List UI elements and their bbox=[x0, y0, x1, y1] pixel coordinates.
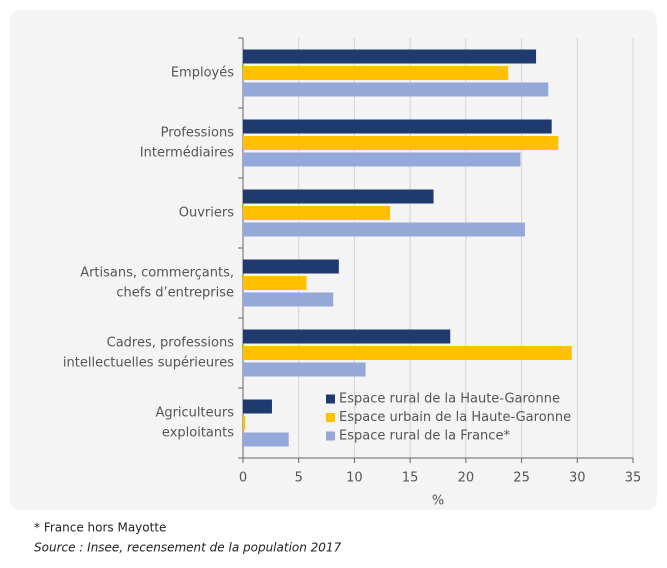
source: Source : Insee, recensement de la popula… bbox=[34, 541, 342, 555]
x-tick-label: 10 bbox=[346, 471, 363, 486]
bar bbox=[243, 152, 521, 167]
bar bbox=[243, 399, 272, 414]
bar bbox=[243, 82, 549, 97]
bar bbox=[243, 276, 307, 290]
y-tick-label: exploitants bbox=[162, 426, 234, 441]
x-tick-label: 25 bbox=[513, 471, 530, 486]
y-tick-label: Cadres, professions bbox=[107, 336, 235, 351]
x-tick-label: 35 bbox=[625, 471, 642, 486]
y-tick-label: Professions bbox=[161, 126, 235, 141]
y-tick-label: chefs d’entreprise bbox=[116, 286, 234, 301]
bar bbox=[243, 292, 334, 307]
y-tick-label: Agriculteurs bbox=[155, 406, 234, 421]
x-tick-label: 20 bbox=[458, 471, 475, 486]
x-tick-label: 5 bbox=[295, 471, 303, 486]
bar bbox=[243, 362, 366, 377]
bar bbox=[243, 259, 339, 274]
bar bbox=[243, 189, 434, 204]
x-axis-label: % bbox=[432, 494, 444, 509]
note: * France hors Mayotte bbox=[34, 521, 166, 535]
bar bbox=[243, 136, 559, 150]
bar bbox=[243, 119, 552, 134]
legend-swatch bbox=[326, 413, 335, 422]
legend-swatch bbox=[326, 394, 335, 404]
bar bbox=[243, 416, 246, 430]
bar bbox=[243, 432, 289, 447]
y-tick-label: Artisans, commerçants, bbox=[80, 266, 234, 281]
bar bbox=[243, 49, 537, 64]
y-tick-label: intellectuelles supérieures bbox=[63, 356, 234, 371]
bar bbox=[243, 329, 451, 344]
x-tick-label: 30 bbox=[569, 471, 586, 486]
y-tick-label: Ouvriers bbox=[179, 206, 234, 221]
bar bbox=[243, 66, 509, 80]
bar bbox=[243, 206, 391, 220]
y-tick-label: Intermédiaires bbox=[140, 146, 234, 161]
bar bbox=[243, 222, 525, 237]
legend-swatch bbox=[326, 431, 335, 441]
x-tick-label: 0 bbox=[239, 471, 247, 486]
legend-label: Espace rural de la France* bbox=[339, 429, 510, 444]
legend-label: Espace urbain de la Haute-Garonne bbox=[339, 410, 571, 425]
x-tick-label: 15 bbox=[402, 471, 419, 486]
legend-label: Espace rural de la Haute-Garonne bbox=[339, 392, 560, 407]
y-tick-label: Employés bbox=[171, 66, 234, 81]
bar bbox=[243, 346, 572, 360]
